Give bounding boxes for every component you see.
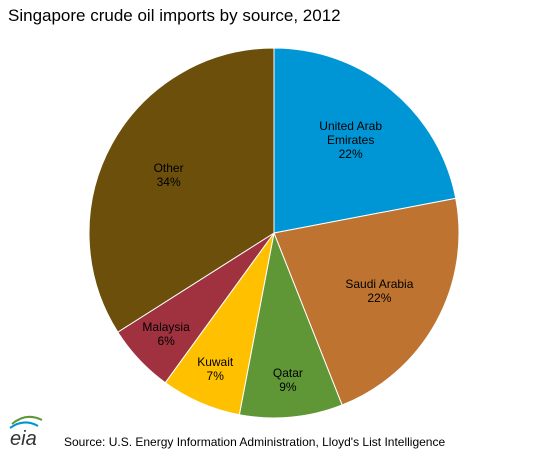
category-label: United Arab Emirates: [319, 119, 382, 148]
category-label: Malaysia: [142, 320, 190, 335]
value-label: 6%: [157, 334, 175, 349]
category-label: Kuwait: [197, 354, 234, 369]
slice-label: Malaysia 6%: [111, 320, 221, 348]
pie-slice: [273, 47, 457, 234]
slice-label: Kuwait 7%: [160, 355, 270, 383]
slice-label: Qatar 9%: [233, 366, 343, 394]
logo-arc: [9, 421, 39, 429]
pie-slice: [88, 47, 275, 333]
category-label: Saudi Arabia: [345, 276, 414, 291]
pie-slice: [273, 197, 460, 406]
value-label: 22%: [367, 290, 392, 305]
slice-label: United Arab Emirates 22%: [311, 119, 391, 161]
value-label: 22%: [338, 147, 363, 162]
logo-arc: [11, 415, 43, 425]
value-label: 9%: [279, 380, 297, 395]
chart-title: Singapore crude oil imports by source, 2…: [8, 6, 341, 25]
pie-slice: [238, 231, 343, 419]
category-label: Qatar: [272, 366, 303, 381]
category-label: Other: [153, 161, 184, 176]
value-label: 7%: [206, 368, 224, 383]
source-note: Source: U.S. Energy Information Administ…: [64, 435, 446, 449]
slice-label: Other 34%: [114, 161, 224, 189]
logo: eia: [10, 428, 37, 450]
value-label: 34%: [156, 175, 181, 190]
slice-label: Saudi Arabia 22%: [324, 277, 434, 305]
